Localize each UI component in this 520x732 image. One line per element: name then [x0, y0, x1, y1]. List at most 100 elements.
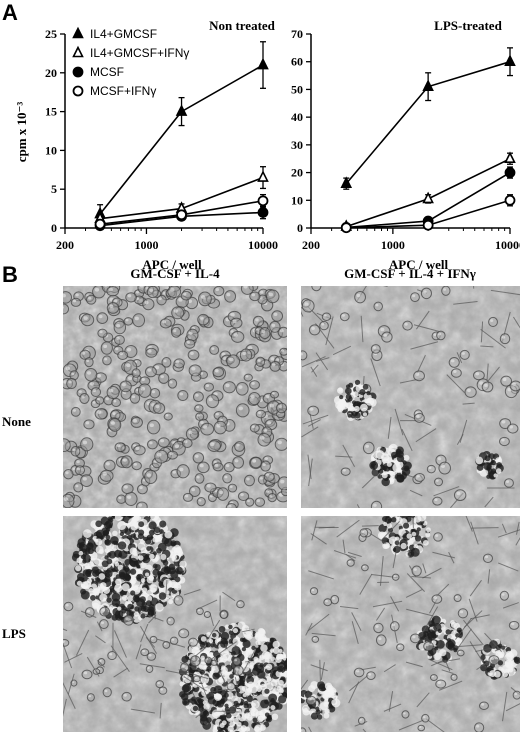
cluster-cell	[80, 581, 89, 590]
cell-highlight	[175, 360, 180, 364]
cluster-cell	[447, 639, 456, 648]
cell-process	[311, 520, 318, 541]
cell-highlight	[226, 293, 231, 297]
cluster-cell	[95, 529, 105, 539]
data-point	[175, 104, 188, 116]
cluster-cell	[401, 510, 407, 516]
cell	[226, 354, 241, 369]
cell-highlight	[123, 458, 127, 462]
cell	[106, 302, 120, 314]
cell-process	[97, 659, 105, 668]
cell-process	[140, 612, 164, 622]
cell	[144, 366, 157, 378]
cell-highlight	[195, 393, 199, 397]
cell	[274, 437, 287, 451]
cluster-cell	[162, 559, 169, 566]
cell	[512, 690, 520, 700]
cell-highlight	[314, 286, 316, 287]
cell-highlight	[102, 471, 107, 476]
cell-process	[409, 489, 423, 497]
cluster-cell	[92, 602, 100, 610]
cluster-cell	[157, 542, 167, 552]
cluster-cell	[227, 725, 234, 732]
cluster-cell	[87, 542, 94, 549]
cell-process	[196, 599, 218, 611]
cell-highlight	[103, 344, 108, 349]
cell-highlight	[197, 414, 200, 417]
cell-highlight	[170, 287, 175, 292]
cluster-cell	[218, 678, 224, 683]
cluster-cell	[156, 535, 161, 540]
cluster-cell	[200, 655, 205, 660]
cell-process	[415, 428, 437, 443]
cell-process	[502, 691, 508, 722]
cell	[309, 587, 319, 596]
cell-highlight	[72, 409, 77, 412]
cell-highlight	[416, 474, 420, 478]
cell-highlight	[443, 288, 447, 291]
cell	[189, 655, 201, 667]
cell	[153, 402, 166, 415]
cluster-cell	[414, 535, 422, 542]
cluster-cell	[95, 520, 103, 528]
cell-process	[340, 606, 359, 610]
cell-process	[453, 301, 478, 305]
cell-highlight	[63, 293, 66, 298]
cell	[131, 461, 142, 471]
cell-highlight	[509, 425, 514, 429]
cell-process	[75, 629, 90, 656]
cell-highlight	[280, 329, 284, 333]
cell-highlight	[311, 326, 315, 330]
cell-highlight	[164, 642, 167, 645]
cluster-cell	[450, 620, 455, 625]
cell	[339, 312, 350, 322]
cell	[301, 299, 315, 313]
cluster-cell	[174, 576, 181, 583]
cluster-cell	[114, 516, 123, 521]
cluster-cell	[396, 454, 405, 463]
cell	[124, 491, 138, 507]
cluster-cell	[141, 587, 148, 594]
cell	[227, 483, 238, 493]
cell-highlight	[247, 499, 250, 503]
cell	[167, 450, 178, 460]
cluster-cell	[408, 540, 414, 545]
cell-highlight	[490, 319, 494, 322]
cluster-cell	[331, 699, 338, 706]
cluster-cell	[272, 647, 280, 654]
cell	[123, 317, 134, 326]
cluster-cell	[241, 685, 248, 692]
cluster-cell	[136, 564, 141, 569]
cell-process	[351, 621, 359, 644]
cluster-cell	[170, 540, 177, 547]
cell-highlight	[458, 650, 461, 653]
cell-highlight	[101, 621, 105, 625]
cell	[222, 381, 236, 394]
cell-highlight	[65, 471, 69, 475]
cell-highlight	[175, 597, 179, 601]
cluster-cell	[250, 708, 259, 717]
cell-process	[486, 363, 489, 381]
cluster-cell	[386, 523, 393, 529]
cluster-cell	[253, 656, 259, 662]
cell	[235, 382, 249, 396]
cell-highlight	[160, 439, 165, 443]
cluster-cell	[112, 509, 118, 515]
cell	[195, 412, 205, 421]
cell	[219, 610, 228, 619]
cell-highlight	[422, 716, 426, 719]
cluster-cell	[425, 527, 431, 533]
cell-highlight	[510, 622, 515, 626]
cell-process	[463, 610, 483, 628]
cell	[453, 594, 462, 602]
cell-highlight	[209, 495, 213, 498]
cell-highlight	[375, 303, 379, 307]
cell-process	[95, 635, 106, 644]
cell	[158, 372, 170, 384]
cell	[216, 487, 230, 501]
cell-process	[140, 623, 149, 643]
cell	[188, 364, 202, 377]
cell-highlight	[147, 666, 150, 669]
cell	[149, 387, 161, 399]
cluster-cell	[310, 681, 319, 690]
